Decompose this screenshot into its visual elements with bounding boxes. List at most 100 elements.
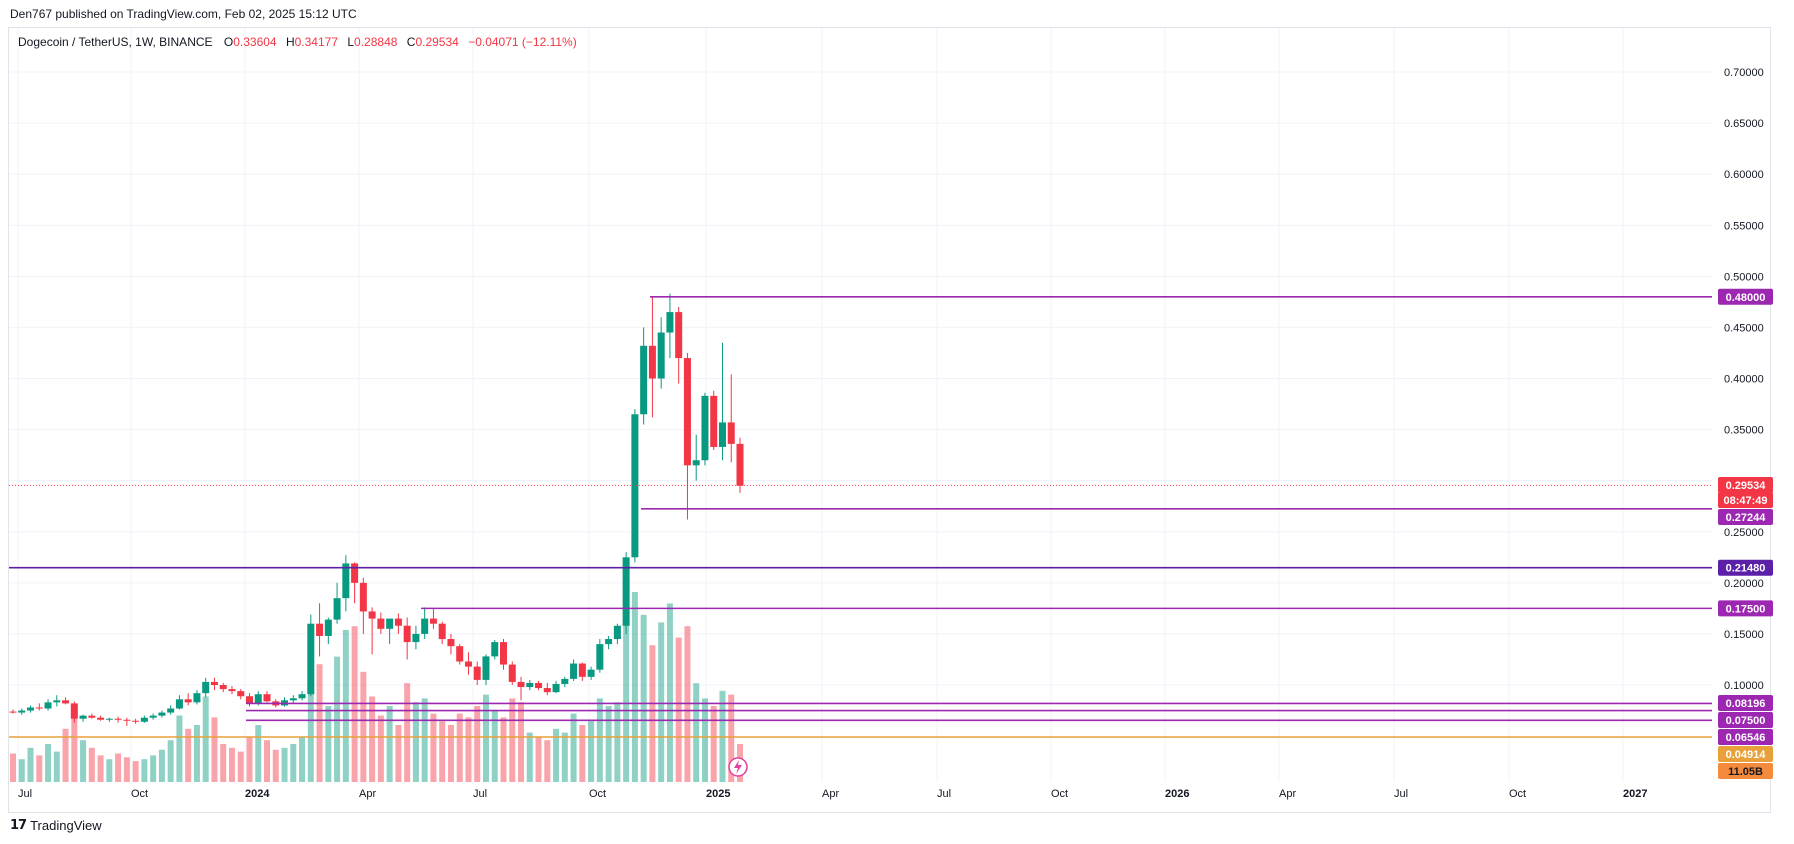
- candle-body: [570, 663, 578, 679]
- time-tick-label: 2026: [1165, 788, 1189, 800]
- candle-body: [114, 718, 122, 720]
- price-tags: 0.48000 0.29534 08:47:49 0.27244 0.21480 0.17…: [728, 288, 1773, 779]
- candle-body: [403, 625, 411, 643]
- symbol-name[interactable]: Dogecoin / TetherUS, 1W, BINANCE: [18, 35, 213, 49]
- close-value: 0.29534: [415, 35, 459, 49]
- volume-bar: [264, 740, 271, 782]
- level-tag: 0.21480: [1726, 563, 1766, 575]
- candles: [9, 293, 744, 726]
- volume-bar: [561, 732, 568, 782]
- volume-bar: [27, 747, 34, 782]
- level-tag: 0.06546: [1726, 732, 1766, 744]
- price-tick-label: 0.65000: [1724, 118, 1764, 130]
- price-tick-label: 0.10000: [1724, 680, 1764, 692]
- level-tag-bg: [1718, 695, 1773, 711]
- volume-bar: [185, 728, 192, 782]
- candle-body: [62, 700, 70, 704]
- candle-body: [587, 669, 595, 677]
- candle-body: [123, 719, 131, 721]
- candle-body: [245, 696, 253, 704]
- volume-bar: [71, 706, 78, 782]
- volume-bar: [553, 728, 560, 782]
- candle-body: [9, 711, 17, 713]
- candle-body: [500, 642, 508, 665]
- tradingview-logo-icon[interactable]: 𝟭𝟳: [10, 817, 27, 832]
- countdown-tag-bg: [1718, 492, 1773, 508]
- candle-body: [561, 678, 569, 684]
- volume-bar: [281, 747, 288, 782]
- volume-bars: [10, 592, 743, 782]
- candle-body: [543, 688, 551, 693]
- volume-bar: [474, 706, 481, 782]
- volume-bar: [334, 656, 341, 782]
- level-tag: 0.08196: [1726, 698, 1766, 710]
- tradingview-brand[interactable]: TradingView: [30, 817, 102, 833]
- candle-body: [219, 685, 227, 690]
- candle-body: [184, 699, 192, 703]
- volume-bar: [342, 630, 349, 782]
- candle-body: [27, 707, 35, 711]
- candle-body: [613, 625, 621, 640]
- volume-bar: [202, 696, 209, 782]
- volume-bar: [272, 749, 279, 782]
- volume-bar: [404, 683, 411, 782]
- grid-lines: [9, 28, 1712, 782]
- footer: 𝟭𝟳 TradingView: [10, 817, 102, 833]
- candle-body: [333, 598, 341, 620]
- candle-body: [710, 395, 718, 447]
- price-tick-label: 0.60000: [1724, 169, 1764, 181]
- candle-body: [237, 691, 245, 697]
- candle-body: [701, 395, 709, 461]
- volume-bar: [325, 706, 332, 782]
- candle-body: [175, 699, 183, 709]
- volume-bar: [579, 725, 586, 782]
- volume-bar: [666, 603, 673, 782]
- candle-body: [35, 707, 43, 709]
- candle-body: [342, 563, 350, 599]
- candle-body: [727, 422, 735, 444]
- price-axis: 0.70000 0.65000 0.60000 0.55000 0.50000 0.450…: [1724, 67, 1764, 692]
- candle-body: [394, 618, 402, 626]
- volume-tag: 11.05B: [1728, 766, 1763, 778]
- volume-bar: [439, 721, 446, 782]
- candle-body: [18, 710, 26, 713]
- level-tag: 0.27244: [1726, 512, 1767, 524]
- countdown-tag: 08:47:49: [1723, 495, 1767, 507]
- candle-body: [596, 644, 604, 670]
- volume-bar: [150, 755, 157, 782]
- time-tick-label: Oct: [589, 788, 606, 800]
- volume-bar: [640, 614, 647, 782]
- candle-body: [140, 717, 148, 722]
- candle-body: [368, 611, 376, 619]
- candle-body: [605, 639, 613, 645]
- volume-bar: [80, 740, 87, 782]
- candle-body: [447, 639, 455, 647]
- volume-bar: [570, 713, 577, 782]
- candle-body: [438, 623, 446, 640]
- candle-body: [158, 712, 166, 716]
- candle-body: [692, 460, 700, 466]
- candle-body: [736, 443, 744, 486]
- price-tick-label: 0.40000: [1724, 374, 1764, 386]
- candle-body: [412, 633, 420, 643]
- volume-bar: [693, 683, 700, 782]
- volume-bar: [45, 744, 52, 782]
- high-value: 0.34177: [294, 35, 339, 49]
- candle-body: [97, 717, 105, 720]
- candle-body: [421, 618, 429, 634]
- volume-bar: [701, 698, 708, 782]
- volume-bar: [526, 732, 533, 782]
- price-tick-label: 0.35000: [1724, 425, 1764, 437]
- volume-bar: [141, 759, 148, 782]
- volume-bar: [596, 698, 603, 782]
- time-tick-label: Jul: [18, 788, 32, 800]
- candle-body: [648, 345, 656, 379]
- volume-bar: [430, 713, 437, 782]
- candle-body: [167, 708, 175, 713]
- candle-body: [70, 703, 78, 719]
- candle-body: [149, 715, 157, 718]
- level-tag-bg: [1718, 729, 1773, 745]
- volume-bar: [290, 744, 297, 782]
- level-tag: 0.07500: [1726, 715, 1766, 727]
